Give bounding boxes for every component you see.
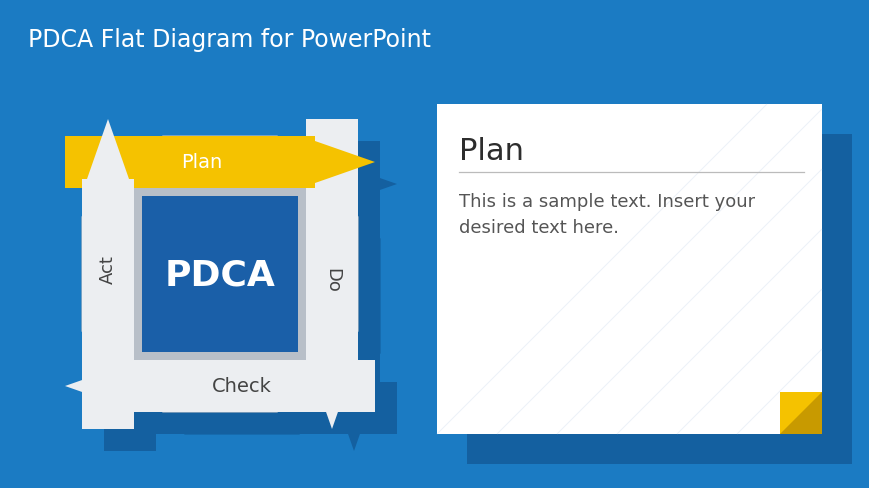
Polygon shape	[82, 120, 134, 429]
Text: Do: Do	[322, 267, 341, 292]
Polygon shape	[467, 135, 851, 464]
Polygon shape	[103, 158, 380, 435]
Polygon shape	[436, 105, 821, 434]
Text: Plan: Plan	[181, 153, 222, 172]
Text: Check: Check	[212, 377, 272, 396]
Polygon shape	[779, 392, 821, 434]
Polygon shape	[306, 120, 357, 429]
Text: PDCA Flat Diagram for PowerPoint: PDCA Flat Diagram for PowerPoint	[28, 28, 430, 52]
Text: Plan: Plan	[459, 137, 523, 165]
Polygon shape	[87, 159, 396, 210]
Text: Act: Act	[99, 255, 116, 284]
Polygon shape	[82, 136, 358, 413]
Polygon shape	[779, 392, 821, 434]
Text: This is a sample text. Insert your
desired text here.: This is a sample text. Insert your desir…	[459, 193, 754, 237]
Polygon shape	[65, 137, 375, 189]
Text: PDCA: PDCA	[164, 258, 275, 291]
Polygon shape	[328, 142, 380, 451]
Polygon shape	[87, 382, 396, 434]
Polygon shape	[104, 142, 156, 451]
Polygon shape	[65, 360, 375, 412]
Polygon shape	[142, 197, 298, 352]
